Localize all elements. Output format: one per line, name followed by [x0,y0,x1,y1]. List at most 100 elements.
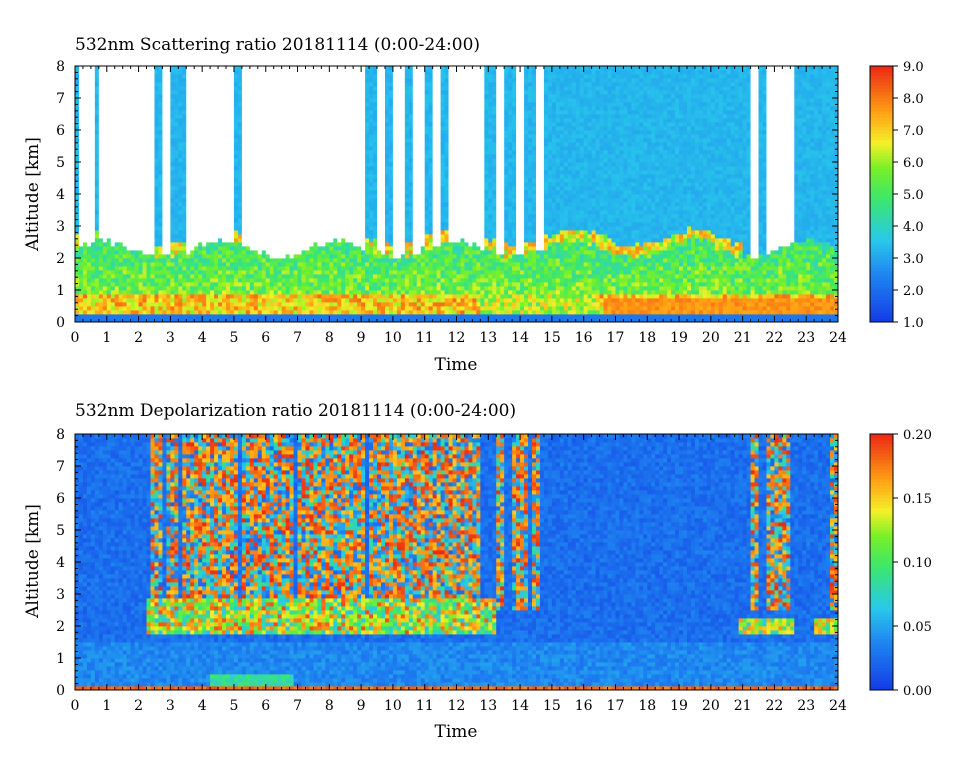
heatmap-cell [301,214,306,219]
heatmap-cell [206,254,211,259]
heatmap-cell [94,126,100,131]
heatmap-cell [365,306,370,311]
heatmap-cell [186,182,191,187]
heatmap-cell [289,274,294,279]
heatmap-cell [114,302,120,307]
heatmap-cell [269,198,275,203]
heatmap-cell [126,166,132,171]
heatmap-cell [273,86,279,91]
heatmap-cell [190,130,195,135]
heatmap-cell [380,150,386,155]
heatmap-cell [226,66,231,71]
heatmap-cell [349,146,354,151]
heatmap-cell [341,122,346,127]
heatmap-cell [102,214,108,219]
heatmap-cell [162,286,167,291]
heatmap-cell [206,182,211,187]
heatmap-cell [361,170,366,175]
heatmap-cell [118,94,124,99]
heatmap-cell [162,162,167,167]
heatmap-cell [162,94,167,99]
heatmap-cell [166,242,171,247]
heatmap-cell [82,90,88,95]
heatmap-cell [194,246,199,251]
heatmap-cell [297,74,302,79]
heatmap-cell [269,150,275,155]
heatmap-cell [122,174,128,179]
heatmap-cell [118,310,124,315]
heatmap-cell [174,78,179,83]
heatmap-cell [285,110,290,115]
heatmap-cell [277,218,283,223]
heatmap-cell [146,314,151,319]
heatmap-cell [337,158,342,163]
heatmap-cell [110,78,116,83]
heatmap-cell [86,226,92,231]
heatmap-cell [309,210,314,215]
heatmap-cell [369,158,374,163]
heatmap-cell [206,82,211,87]
heatmap-cell [166,190,171,195]
heatmap-cell [313,146,318,151]
heatmap-cell [198,298,203,303]
heatmap-cell [321,262,326,267]
heatmap-cell [313,130,318,135]
heatmap-cell [309,98,314,103]
heatmap-cell [329,70,334,75]
heatmap-cell [194,250,199,255]
heatmap-cell [317,286,322,291]
heatmap-cell [94,146,100,151]
heatmap-cell [285,278,290,283]
heatmap-cell [158,98,163,103]
heatmap-cell [222,78,227,83]
heatmap-cell [150,210,155,215]
heatmap-cell [174,86,179,91]
heatmap-cell [226,110,231,115]
heatmap-cell [277,258,283,263]
heatmap-cell [309,238,314,243]
heatmap-cell [146,262,151,267]
heatmap-cell [86,206,92,211]
heatmap-cell [269,210,275,215]
heatmap-cell [90,234,96,239]
heatmap-cell [134,282,139,287]
heatmap-cell [337,262,342,267]
heatmap-cell [142,170,147,175]
heatmap-cell [194,194,199,199]
heatmap-cell [229,202,235,207]
heatmap-cell [138,130,143,135]
heatmap-cell [82,70,88,75]
heatmap-cell [325,206,330,211]
heatmap-cell [249,274,255,279]
heatmap-cell [82,206,88,211]
heatmap-cell [241,114,247,119]
heatmap-cell [102,186,108,191]
heatmap-cell [82,238,88,243]
heatmap-cell [297,166,302,171]
heatmap-cell [166,318,171,323]
heatmap-cell [154,218,159,223]
heatmap-cell [142,294,147,299]
heatmap-cell [369,126,374,131]
heatmap-cell [285,98,290,103]
heatmap-cell [218,286,223,291]
heatmap-cell [301,246,306,251]
heatmap-cell [150,198,155,203]
heatmap-cell [126,310,132,315]
heatmap-cell [146,98,151,103]
heatmap-cell [166,226,171,231]
heatmap-cell [337,314,342,319]
heatmap-cell [162,290,167,295]
heatmap-cell [130,170,136,175]
heatmap-cell [194,242,199,247]
heatmap-cell [380,282,386,287]
heatmap-cell [218,202,223,207]
heatmap-cell [166,294,171,299]
heatmap-cell [75,194,80,199]
heatmap-cell [102,194,108,199]
heatmap-cell [333,206,338,211]
heatmap-cell [293,166,298,171]
heatmap-cell [190,170,195,175]
heatmap-cell [154,170,159,175]
heatmap-cell [114,294,120,299]
